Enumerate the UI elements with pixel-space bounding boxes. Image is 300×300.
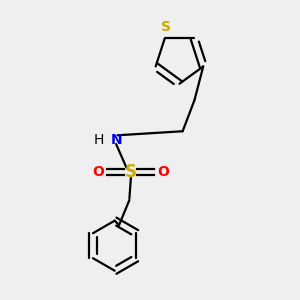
Text: O: O xyxy=(92,165,104,179)
Text: S: S xyxy=(161,20,171,34)
Text: O: O xyxy=(157,165,169,179)
Text: S: S xyxy=(125,163,137,181)
Text: H: H xyxy=(94,133,104,147)
Text: N: N xyxy=(110,133,122,147)
